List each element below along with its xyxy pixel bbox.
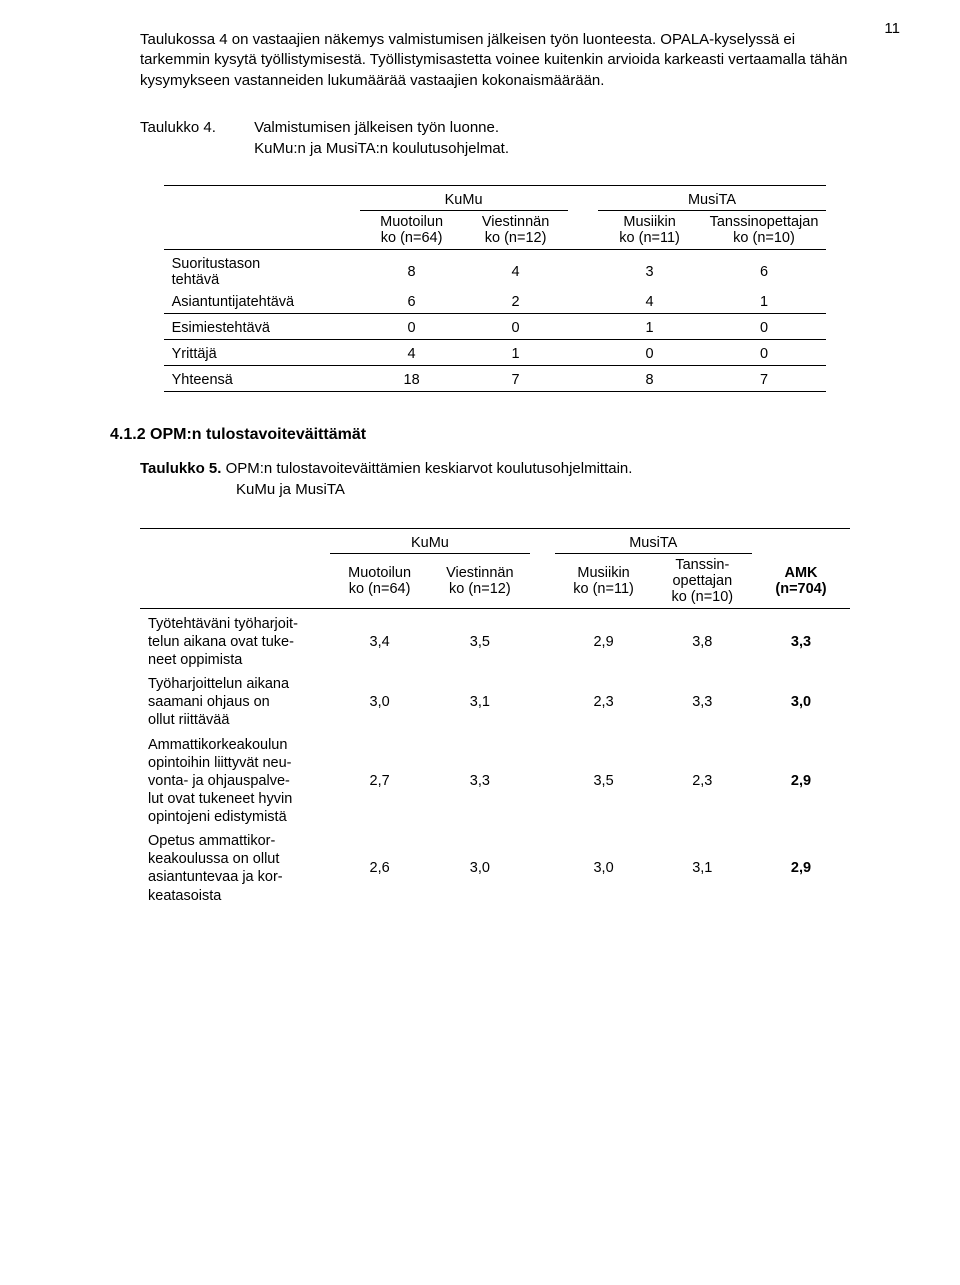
table4-group-kumu: KuMu — [360, 185, 568, 210]
page: 11 Taulukossa 4 on vastaajien näkemys va… — [0, 0, 960, 978]
table-row: Yrittäjä 41 00 — [164, 339, 827, 365]
table5-caption: Taulukko 5. OPM:n tulostavoiteväittämien… — [140, 458, 850, 500]
table4-title: Valmistumisen jälkeisen työn luonne. KuM… — [254, 117, 509, 159]
table4-group-musita: MusiTA — [598, 185, 827, 210]
table5-group-kumu: KuMu — [330, 528, 531, 553]
table-row: Esimiestehtävä 00 10 — [164, 313, 827, 339]
table-row: Työharjoittelun aikanasaamani ohjaus ono… — [140, 672, 850, 732]
table5: KuMu MusiTA Muotoilunko (n=64) Viestinnä… — [140, 528, 850, 908]
table-row: Asiantuntijatehtävä 62 41 — [164, 291, 827, 314]
table4-label: Taulukko 4. — [140, 117, 250, 138]
col-header: Tanssinopettajanko (n=10) — [702, 210, 827, 249]
table4: KuMu MusiTA Muotoilunko (n=64) Viestinnä… — [164, 185, 827, 392]
table4-title-line1: Valmistumisen jälkeisen työn luonne. — [254, 119, 499, 136]
col-header: AMK(n=704) — [752, 553, 850, 608]
table-row: Ammattikorkeakoulunopintoihin liittyvät … — [140, 733, 850, 830]
col-header: Musiikinko (n=11) — [555, 553, 653, 608]
table5-title-line1: OPM:n tulostavoiteväittämien keskiarvot … — [221, 460, 632, 477]
col-header: Muotoilunko (n=64) — [360, 210, 464, 249]
table4-title-line2: KuMu:n ja MusiTA:n koulutusohjelmat. — [254, 140, 509, 157]
col-header: Tanssin-opettajanko (n=10) — [653, 553, 752, 608]
col-header: Viestinnänko (n=12) — [464, 210, 568, 249]
table5-group-musita: MusiTA — [555, 528, 752, 553]
col-header: Muotoilunko (n=64) — [330, 553, 430, 608]
col-header: Viestinnänko (n=12) — [430, 553, 531, 608]
table-row: Työtehtäväni työharjoit-telun aikana ova… — [140, 608, 850, 672]
table4-caption: Taulukko 4. Valmistumisen jälkeisen työn… — [140, 117, 850, 159]
section-heading: 4.1.2 OPM:n tulostavoiteväittämät — [110, 426, 850, 444]
page-number: 11 — [884, 20, 900, 37]
intro-paragraph: Taulukossa 4 on vastaajien näkemys valmi… — [140, 30, 850, 91]
table-row: Yhteensä 187 87 — [164, 365, 827, 391]
col-header: Musiikinko (n=11) — [598, 210, 702, 249]
table5-title-line2: KuMu ja MusiTA — [236, 479, 345, 500]
table-row: Suoritustasontehtävä 84 36 — [164, 249, 827, 291]
table5-label: Taulukko 5. — [140, 460, 221, 477]
table-row: Opetus ammattikor-keakoulussa on ollutas… — [140, 829, 850, 908]
